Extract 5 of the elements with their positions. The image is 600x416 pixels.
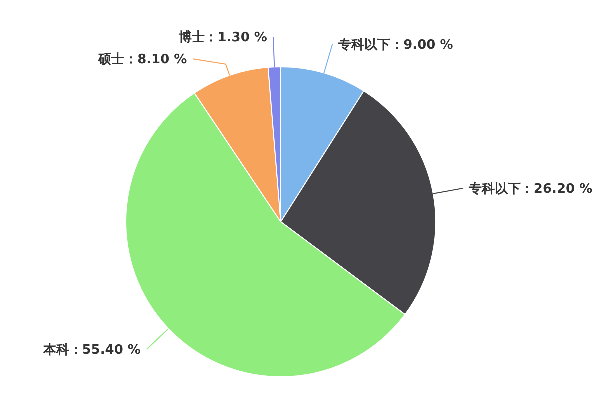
slice-label: 本科：55.40 % <box>42 343 141 358</box>
slice-label: 专科以下：26.20 % <box>468 181 593 198</box>
slice-label: 硕士：8.10 % <box>98 52 188 68</box>
slice-label: 博士：1.30 % <box>178 30 268 46</box>
slice-label: 专科以下：9.00 % <box>338 36 454 53</box>
